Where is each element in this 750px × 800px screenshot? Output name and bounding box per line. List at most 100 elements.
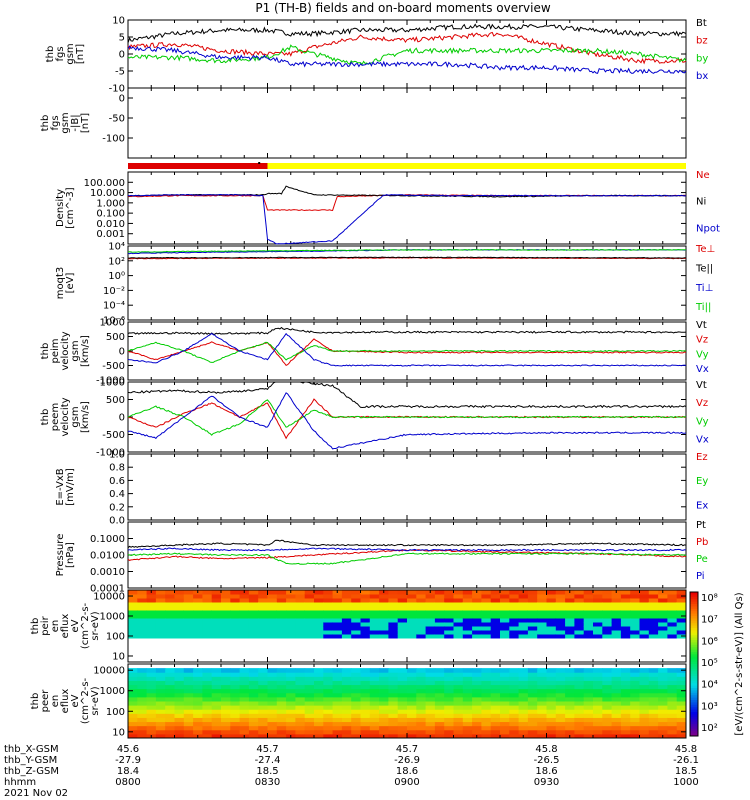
heatmap-cell <box>239 634 250 639</box>
heatmap-cell <box>239 610 250 615</box>
y-axis-label: peir <box>40 615 51 635</box>
heatmap-cell <box>155 630 166 635</box>
heatmap-cell <box>500 594 510 599</box>
heatmap-cell <box>202 630 213 635</box>
heatmap-cell <box>211 696 222 702</box>
heatmap-cell <box>481 688 492 694</box>
heatmap-cell <box>602 594 613 599</box>
heatmap-cell <box>630 733 640 738</box>
heatmap-cell <box>397 630 408 635</box>
heatmap-cell <box>583 733 594 738</box>
heatmap-cell <box>230 684 241 690</box>
heatmap-cell <box>416 684 427 690</box>
heatmap-cell <box>444 676 454 681</box>
heatmap-cell <box>369 598 380 603</box>
heatmap-cell <box>202 729 213 735</box>
heatmap-cell <box>369 634 380 639</box>
heatmap-cell <box>593 692 603 698</box>
heatmap-cell <box>379 684 389 690</box>
heatmap-cell <box>500 590 510 595</box>
heatmap-cell <box>602 717 613 723</box>
heatmap-cell <box>258 684 268 690</box>
heatmap-cell <box>258 668 268 673</box>
heatmap-cell <box>388 684 399 690</box>
heatmap-cell <box>397 606 408 611</box>
heatmap-cell <box>462 676 473 681</box>
heatmap-cell <box>481 721 492 727</box>
heatmap-cell <box>565 701 575 706</box>
heatmap-cell <box>248 634 259 639</box>
heatmap-cell <box>267 626 278 631</box>
heatmap-cell <box>620 717 631 723</box>
y-axis-label: E=-VxB <box>55 468 66 505</box>
heatmap-cell <box>527 688 538 694</box>
heatmap-cell <box>444 721 454 727</box>
heatmap-cell <box>128 610 138 615</box>
heatmap-cell <box>369 713 380 718</box>
heatmap-cell <box>555 692 566 698</box>
heatmap-cell <box>379 594 389 599</box>
heatmap-cell <box>369 709 380 714</box>
heatmap-cell <box>174 606 185 611</box>
heatmap-cell <box>128 676 138 681</box>
heatmap-cell <box>453 626 464 631</box>
heatmap-cell <box>518 729 529 735</box>
heatmap-cell <box>323 634 334 639</box>
heatmap-cell <box>341 668 352 673</box>
heatmap-cell <box>416 672 427 677</box>
heatmap-cell <box>602 705 613 710</box>
heatmap-cell <box>416 614 427 619</box>
heatmap-cell <box>276 590 287 595</box>
heatmap-cell <box>565 630 575 635</box>
ephemeris-value: 45.6 <box>117 744 139 755</box>
heatmap-cell <box>453 672 464 677</box>
legend-Ex: Ex <box>696 500 708 511</box>
heatmap-cell <box>593 705 603 710</box>
heatmap-cell <box>453 676 464 681</box>
heatmap-cell <box>258 701 268 706</box>
heatmap-cell <box>183 729 194 735</box>
heatmap-cell <box>146 610 157 615</box>
heatmap-cell <box>518 626 529 631</box>
y-tick-label: 10000 <box>93 592 125 603</box>
heatmap-cell <box>295 705 306 710</box>
heatmap-cell <box>341 594 352 599</box>
heatmap-cell <box>490 709 501 714</box>
heatmap-cell <box>183 696 194 702</box>
legend-Bt: Bt <box>696 18 707 29</box>
heatmap-cell <box>434 709 445 714</box>
heatmap-cell <box>314 622 324 627</box>
heatmap-cell <box>500 696 510 702</box>
heatmap-cell <box>407 590 417 595</box>
heatmap-cell <box>211 680 222 686</box>
heatmap-cell <box>165 602 175 607</box>
heatmap-cell <box>202 692 213 698</box>
heatmap-cell <box>267 696 278 702</box>
heatmap-cell <box>453 668 464 673</box>
heatmap-cell <box>379 626 389 631</box>
heatmap-cell <box>509 717 520 723</box>
heatmap-cell <box>379 634 389 639</box>
heatmap-cell <box>676 680 686 686</box>
heatmap-cell <box>360 594 371 599</box>
heatmap-cell <box>667 701 678 706</box>
heatmap-cell <box>425 692 436 698</box>
heatmap-cell <box>444 717 454 723</box>
heatmap-cell <box>630 721 640 727</box>
legend-Pi: Pi <box>696 571 705 582</box>
heatmap-cell <box>137 733 148 738</box>
heatmap-cell <box>434 598 445 603</box>
heatmap-cell <box>332 684 343 690</box>
heatmap-cell <box>453 713 464 718</box>
heatmap-cell <box>295 602 306 607</box>
heatmap-cell <box>146 713 157 718</box>
heatmap-cell <box>128 626 138 631</box>
heatmap-cell <box>323 614 334 619</box>
heatmap-cell <box>323 713 334 718</box>
heatmap-cell <box>611 701 622 706</box>
heatmap-cell <box>462 630 473 635</box>
heatmap-cell <box>276 626 287 631</box>
heatmap-cell <box>155 602 166 607</box>
heatmap-cell <box>388 688 399 694</box>
y-tick-label: 0.8 <box>109 463 125 474</box>
